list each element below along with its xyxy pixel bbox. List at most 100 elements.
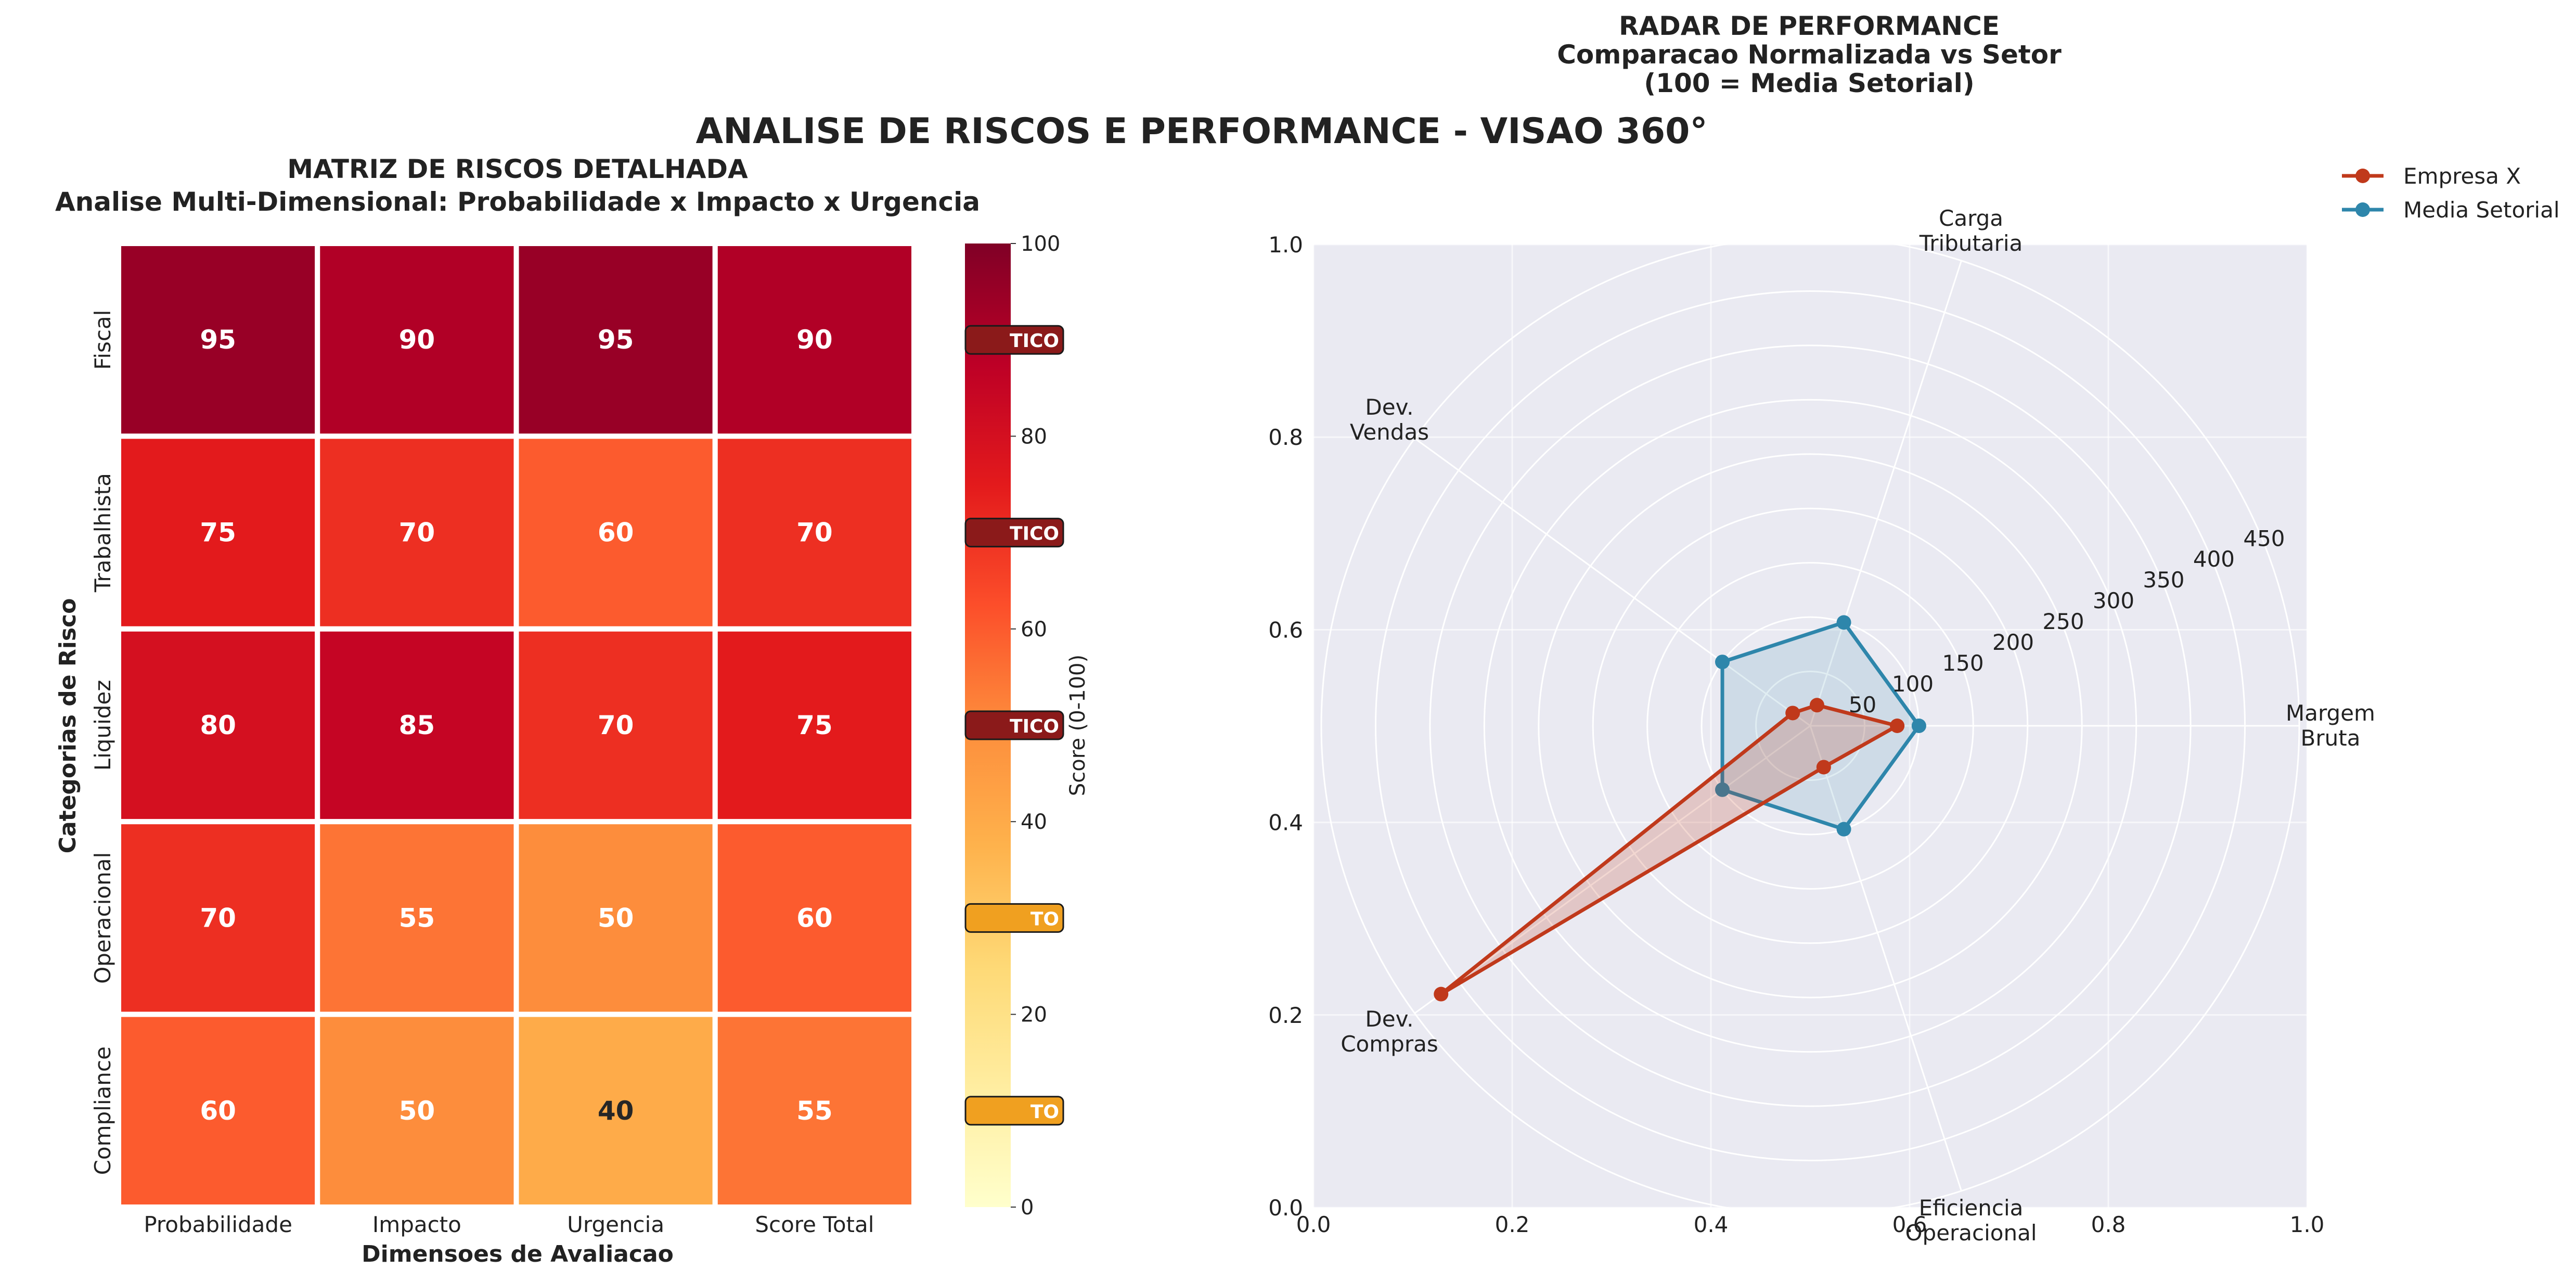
radar-chart: RADAR DE PERFORMANCE Comparacao Normaliz… bbox=[1268, 11, 2559, 1246]
heatmap-row-label: Operacional bbox=[90, 852, 115, 984]
radar-point bbox=[1809, 698, 1824, 713]
heatmap-value: 95 bbox=[598, 325, 634, 355]
colorbar-tick-label: 20 bbox=[1021, 1003, 1047, 1027]
legend-label: Media Setorial bbox=[2403, 197, 2560, 223]
heatmap-value: 95 bbox=[200, 325, 236, 355]
heatmap-cell bbox=[712, 433, 917, 632]
colorbar-tick-label: 0 bbox=[1021, 1196, 1034, 1220]
risk-badge bbox=[964, 1096, 1064, 1126]
risk-badge-label: TICO bbox=[1010, 716, 1059, 737]
heatmap-value: 70 bbox=[399, 518, 435, 548]
risk-badge bbox=[964, 518, 1064, 548]
radar-radial-tick-label: 150 bbox=[1942, 650, 1983, 676]
heatmap-value: 70 bbox=[598, 710, 634, 740]
cartesian-x-tick-label: 1.0 bbox=[2290, 1212, 2325, 1237]
heatmap-value: 70 bbox=[796, 518, 833, 548]
heatmap-value: 85 bbox=[399, 710, 435, 740]
heatmap-row-label: Fiscal bbox=[90, 310, 115, 370]
cartesian-y-tick-label: 0.2 bbox=[1268, 1003, 1303, 1028]
heatmap-cell bbox=[712, 819, 917, 1017]
risk-badge-label: TICO bbox=[1010, 523, 1059, 545]
radar-point bbox=[1836, 822, 1851, 837]
heatmap-cells: 95 90 95 90 75 70 60 70 80 85 70 75 70 55 50 60 60 50 40 55 bbox=[116, 241, 917, 1210]
radar-point bbox=[1434, 986, 1449, 1002]
colorbar-tick-label: 80 bbox=[1021, 425, 1047, 448]
radar-radial-tick-label: 100 bbox=[1892, 671, 1934, 697]
cartesian-y-tick-label: 0.6 bbox=[1268, 617, 1303, 643]
cartesian-x-tick-label: 0.6 bbox=[1892, 1212, 1927, 1237]
heatmap-value: 60 bbox=[796, 903, 833, 933]
radar-spoke bbox=[1809, 260, 1962, 726]
heatmap-value: 70 bbox=[200, 903, 236, 933]
legend-marker bbox=[2355, 202, 2370, 217]
heatmap-axis-labels: Probabilidade Impacto Urgencia Score Total F… bbox=[90, 310, 874, 1237]
figure-suptitle: ANALISE DE RISCOS E PERFORMANCE - VISAO … bbox=[696, 111, 1708, 152]
cartesian-y-tick-label: 0.4 bbox=[1268, 810, 1303, 836]
radar-radial-tick-label: 300 bbox=[2093, 588, 2134, 613]
heatmap-cell bbox=[712, 1011, 917, 1210]
heatmap-subtitle: Analise Multi-Dimensional: Probabilidade… bbox=[55, 187, 980, 217]
radar-radial-tick-label: 350 bbox=[2143, 567, 2184, 593]
radar-spoke bbox=[1414, 725, 1811, 1014]
heatmap-value: 60 bbox=[598, 518, 634, 548]
legend-marker bbox=[2355, 169, 2370, 183]
heatmap-column-label: Impacto bbox=[372, 1212, 461, 1237]
heatmap-row-label: Liquidez bbox=[90, 680, 115, 771]
heatmap-cell bbox=[315, 626, 519, 825]
heatmap-value: 40 bbox=[598, 1096, 634, 1126]
legend: Empresa X Media Setorial bbox=[2342, 163, 2560, 223]
heatmap-title: MATRIZ DE RISCOS DETALHADA bbox=[287, 154, 748, 184]
radar-axis-label: Margem Bruta bbox=[2286, 700, 2375, 751]
radar-spoke bbox=[1414, 438, 1811, 727]
heatmap-cell bbox=[315, 819, 519, 1017]
radar-labels: 50 100 150 200 250 300 350 400 450 Margem Bruta Car… bbox=[1341, 206, 2375, 1246]
radar-subtitle-line-2: (100 = Media Setorial) bbox=[1644, 68, 1974, 98]
heatmap-row-label: Compliance bbox=[90, 1046, 115, 1175]
radar-axis-label: Dev. Compras bbox=[1341, 1006, 1438, 1057]
heatmap-value: 75 bbox=[200, 518, 236, 548]
radar-grid bbox=[1312, 236, 2308, 1216]
radar-point bbox=[1715, 655, 1730, 670]
risk-heatmap: MATRIZ DE RISCOS DETALHADA Analise Multi… bbox=[55, 154, 980, 1267]
radar-point bbox=[1785, 706, 1800, 721]
heatmap-value: 90 bbox=[399, 325, 435, 355]
radar-title: RADAR DE PERFORMANCE bbox=[1619, 11, 2000, 41]
radar-radial-tick-label: 400 bbox=[2193, 546, 2235, 572]
radar-radial-tick-label: 250 bbox=[2042, 609, 2084, 634]
risk-badge-label: TO bbox=[1031, 908, 1059, 930]
radar-spoke bbox=[1809, 725, 1962, 1191]
radar-radial-tick-label: 450 bbox=[2243, 525, 2285, 551]
heatmap-value: 50 bbox=[399, 1096, 435, 1126]
risk-badge bbox=[964, 325, 1064, 355]
legend-label: Empresa X bbox=[2403, 163, 2521, 189]
radar-point bbox=[1911, 719, 1926, 733]
heatmap-cell bbox=[712, 626, 917, 825]
radar-axis-label: Carga Tributaria bbox=[1919, 206, 2023, 256]
heatmap-cell bbox=[315, 1011, 519, 1210]
radar-radial-tick-label: 200 bbox=[1992, 630, 2034, 655]
heatmap-value: 55 bbox=[399, 903, 435, 933]
radar-series bbox=[1434, 615, 1926, 1002]
radar-subtitle-line-1: Comparacao Normalizada vs Setor bbox=[1557, 40, 2062, 70]
risk-badge bbox=[964, 903, 1064, 933]
colorbar-tick-label: 100 bbox=[1021, 232, 1060, 256]
heatmap-value: 50 bbox=[598, 903, 634, 933]
radar-axis-label: Eficiencia Operacional bbox=[1905, 1195, 2037, 1246]
risk-badge-label: TICO bbox=[1010, 330, 1059, 352]
risk-badges: TICO TICO TICO TO TO bbox=[964, 325, 1064, 1126]
risk-badge bbox=[964, 710, 1064, 740]
heatmap-value: 90 bbox=[796, 325, 833, 355]
cartesian-ticks: 0.00.0 0.2 0.2 0.4 0.4 0.6 0.6 0.8 0.8 1.0 1.0 bbox=[1268, 232, 2324, 1237]
radar-series-line bbox=[1720, 620, 1921, 831]
heatmap-cell bbox=[513, 1011, 718, 1210]
cartesian-y-tick-label: 0.0 bbox=[1268, 1195, 1303, 1221]
radar-point bbox=[1816, 760, 1831, 775]
colorbar-tick-label: 60 bbox=[1021, 618, 1047, 642]
risk-badge-label: TO bbox=[1031, 1101, 1059, 1123]
radar-point bbox=[1715, 782, 1730, 797]
heatmap-column-label: Probabilidade bbox=[144, 1212, 292, 1237]
heatmap-xlabel: Dimensoes de Avaliacao bbox=[362, 1241, 674, 1267]
heatmap-cell bbox=[712, 241, 917, 439]
cartesian-x-tick-label: 0.4 bbox=[1694, 1212, 1729, 1237]
